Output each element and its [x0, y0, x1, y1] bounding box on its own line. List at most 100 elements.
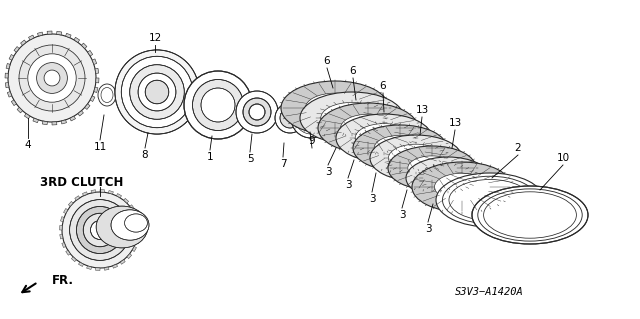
- Polygon shape: [127, 254, 132, 259]
- Circle shape: [8, 34, 96, 122]
- Text: 3: 3: [425, 224, 431, 234]
- Polygon shape: [56, 31, 62, 35]
- Polygon shape: [120, 260, 125, 264]
- Ellipse shape: [275, 103, 305, 133]
- Polygon shape: [138, 230, 141, 234]
- Polygon shape: [74, 37, 79, 42]
- Circle shape: [19, 45, 85, 111]
- Text: S3V3−A1420A: S3V3−A1420A: [455, 287, 524, 297]
- Polygon shape: [84, 104, 90, 109]
- Ellipse shape: [388, 144, 444, 172]
- Polygon shape: [90, 96, 95, 101]
- Text: 2: 2: [515, 143, 522, 153]
- Polygon shape: [79, 262, 83, 266]
- Polygon shape: [63, 208, 68, 213]
- Polygon shape: [17, 108, 22, 113]
- Polygon shape: [61, 217, 64, 221]
- Polygon shape: [91, 190, 96, 193]
- Polygon shape: [100, 189, 104, 192]
- Polygon shape: [108, 190, 113, 194]
- Ellipse shape: [115, 50, 199, 134]
- Polygon shape: [83, 192, 88, 196]
- Text: 3: 3: [369, 194, 375, 204]
- Ellipse shape: [280, 108, 300, 128]
- Text: 13: 13: [415, 105, 429, 115]
- Text: 9: 9: [308, 136, 316, 146]
- Ellipse shape: [423, 165, 473, 190]
- Ellipse shape: [249, 104, 265, 120]
- Ellipse shape: [291, 98, 331, 138]
- Polygon shape: [60, 234, 63, 239]
- Ellipse shape: [70, 200, 131, 260]
- Text: FR.: FR.: [52, 273, 74, 286]
- Ellipse shape: [300, 92, 404, 144]
- Ellipse shape: [435, 173, 490, 201]
- Ellipse shape: [122, 56, 193, 128]
- Circle shape: [44, 70, 60, 86]
- Ellipse shape: [374, 135, 426, 161]
- Ellipse shape: [408, 156, 456, 180]
- Text: 3: 3: [399, 210, 405, 220]
- Ellipse shape: [336, 114, 432, 162]
- Polygon shape: [70, 116, 76, 121]
- Text: 3: 3: [324, 167, 332, 177]
- Polygon shape: [60, 226, 62, 230]
- Polygon shape: [5, 83, 9, 88]
- Ellipse shape: [321, 102, 383, 134]
- Ellipse shape: [90, 220, 109, 240]
- Text: 3RD CLUTCH: 3RD CLUTCH: [40, 176, 124, 189]
- Polygon shape: [5, 73, 8, 78]
- Circle shape: [28, 54, 76, 102]
- Ellipse shape: [76, 206, 124, 254]
- Polygon shape: [130, 205, 134, 210]
- Polygon shape: [113, 264, 118, 268]
- Polygon shape: [95, 268, 100, 271]
- Ellipse shape: [130, 65, 184, 119]
- Polygon shape: [20, 40, 26, 45]
- Ellipse shape: [281, 81, 389, 135]
- Ellipse shape: [145, 80, 169, 104]
- Polygon shape: [134, 212, 138, 218]
- Ellipse shape: [98, 84, 116, 106]
- Ellipse shape: [388, 146, 476, 190]
- Text: 6: 6: [380, 81, 387, 91]
- Polygon shape: [14, 47, 19, 52]
- Ellipse shape: [355, 123, 413, 152]
- Text: 3: 3: [345, 180, 351, 190]
- Text: 5: 5: [246, 154, 253, 164]
- Ellipse shape: [370, 135, 462, 181]
- Polygon shape: [137, 221, 140, 226]
- Polygon shape: [104, 267, 109, 270]
- Ellipse shape: [406, 157, 490, 199]
- Polygon shape: [61, 120, 67, 124]
- Polygon shape: [72, 257, 76, 262]
- Polygon shape: [88, 50, 93, 56]
- Polygon shape: [42, 121, 47, 125]
- Polygon shape: [136, 239, 140, 243]
- Ellipse shape: [436, 173, 544, 227]
- Polygon shape: [68, 201, 73, 206]
- Polygon shape: [6, 63, 10, 69]
- Text: 11: 11: [93, 142, 107, 152]
- Polygon shape: [94, 87, 98, 93]
- Ellipse shape: [236, 91, 278, 133]
- Ellipse shape: [201, 88, 235, 122]
- Ellipse shape: [243, 98, 271, 126]
- Text: 8: 8: [141, 150, 148, 160]
- Polygon shape: [86, 266, 92, 270]
- Ellipse shape: [472, 186, 588, 244]
- Ellipse shape: [412, 162, 512, 212]
- Polygon shape: [24, 114, 30, 119]
- Polygon shape: [132, 247, 136, 252]
- Ellipse shape: [111, 210, 149, 240]
- Polygon shape: [95, 68, 99, 73]
- Polygon shape: [78, 111, 83, 116]
- Text: 12: 12: [148, 33, 162, 43]
- Polygon shape: [65, 33, 71, 38]
- Circle shape: [36, 63, 67, 93]
- Polygon shape: [92, 59, 97, 64]
- Polygon shape: [96, 78, 99, 83]
- Polygon shape: [75, 196, 80, 200]
- Polygon shape: [38, 32, 43, 36]
- Polygon shape: [7, 92, 12, 97]
